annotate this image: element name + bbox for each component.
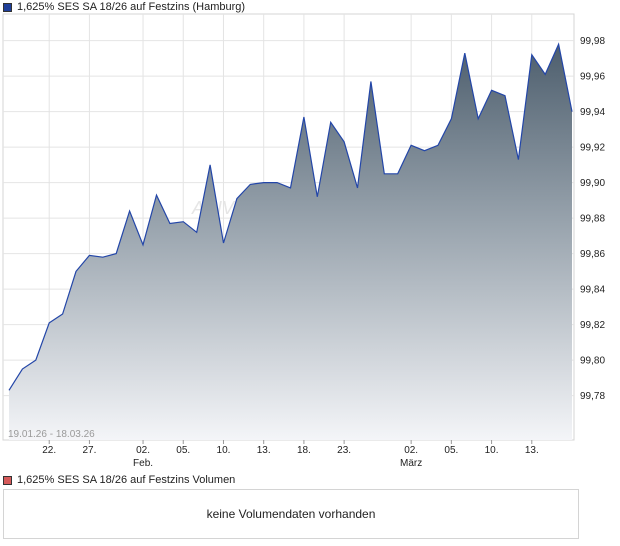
- y-tick-label: 99,84: [580, 285, 605, 296]
- x-tick-label: 05.: [444, 445, 458, 456]
- volume-panel: keine Volumendaten vorhanden: [3, 489, 579, 539]
- x-tick-label: 13.: [525, 445, 539, 456]
- x-tick-label: 23.: [337, 445, 351, 456]
- x-month-label: Feb.: [133, 458, 153, 469]
- y-tick-label: 99,92: [580, 143, 605, 154]
- y-tick-label: 99,80: [580, 356, 605, 367]
- x-tick-label: 10.: [485, 445, 499, 456]
- volume-empty-message: keine Volumendaten vorhanden: [206, 507, 376, 521]
- y-tick-label: 99,98: [580, 36, 605, 47]
- y-tick-label: 99,88: [580, 214, 605, 225]
- volume-legend-swatch: [3, 475, 12, 485]
- date-range-label: 19.01.26 - 18.03.26: [8, 429, 95, 440]
- x-tick-label: 02.: [404, 445, 418, 456]
- y-tick-label: 99,96: [580, 72, 605, 83]
- x-tick-label: 13.: [257, 445, 271, 456]
- price-legend-swatch: [3, 2, 12, 12]
- y-tick-label: 99,90: [580, 178, 605, 189]
- y-tick-label: 99,82: [580, 320, 605, 331]
- volume-legend-label: 1,625% SES SA 18/26 auf Festzins Volumen: [17, 474, 236, 486]
- x-tick-label: 05.: [176, 445, 190, 456]
- y-tick-label: 99,94: [580, 107, 605, 118]
- x-tick-label: 10.: [217, 445, 231, 456]
- x-tick-label: 27.: [82, 445, 96, 456]
- price-legend-label: 1,625% SES SA 18/26 auf Festzins (Hambur…: [17, 1, 246, 13]
- x-tick-label: 22.: [42, 445, 56, 456]
- price-legend[interactable]: 1,625% SES SA 18/26 auf Festzins (Hambur…: [3, 0, 245, 14]
- price-chart[interactable]: ARIVA 99,7899,8099,8299,8499,8699,8899,9…: [0, 0, 620, 470]
- volume-legend[interactable]: 1,625% SES SA 18/26 auf Festzins Volumen: [3, 473, 235, 487]
- y-tick-label: 99,86: [580, 249, 605, 260]
- x-tick-label: 02.: [136, 445, 150, 456]
- x-tick-label: 18.: [297, 445, 311, 456]
- price-line: [8, 42, 573, 391]
- x-month-label: März: [400, 458, 422, 469]
- price-area: [9, 44, 572, 440]
- y-tick-label: 99,78: [580, 391, 605, 402]
